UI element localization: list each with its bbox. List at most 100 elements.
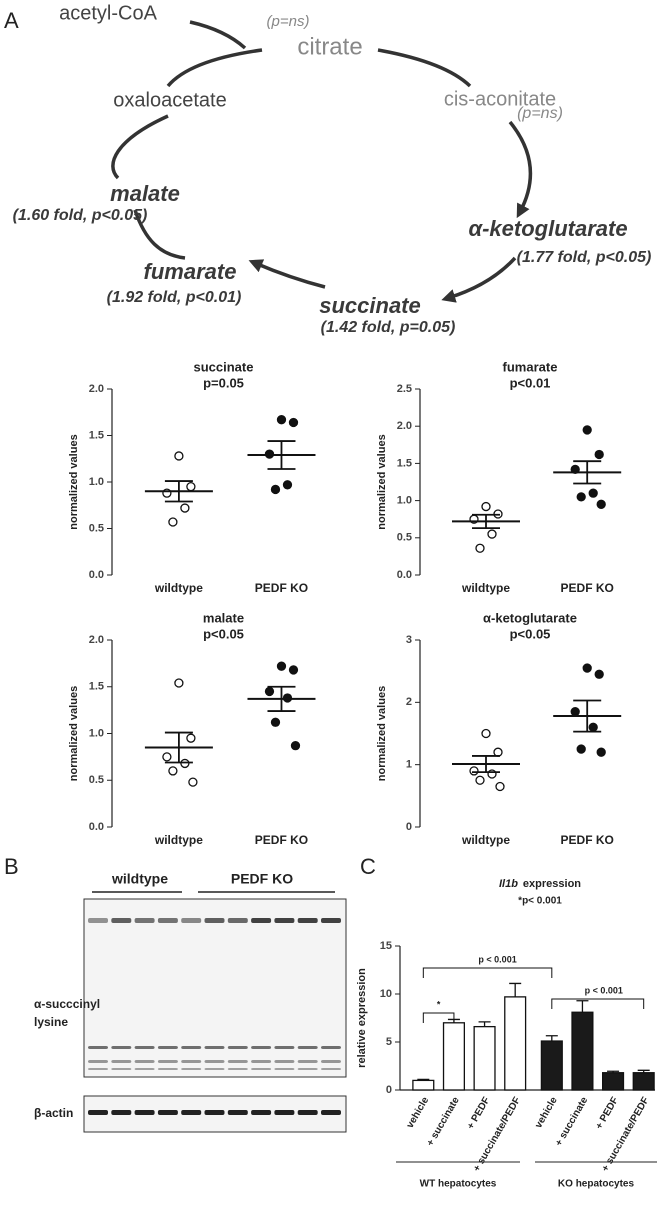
x-tick-label: wildtype [461, 581, 510, 595]
data-point [576, 744, 586, 754]
blot-band [204, 918, 225, 923]
blot-band [297, 1060, 318, 1063]
y-tick-label: 0.0 [89, 821, 104, 833]
error-bar [573, 460, 602, 485]
data-point [186, 733, 196, 743]
data-point [475, 543, 485, 553]
blot-band [181, 1068, 202, 1070]
chart-subtitle: *p< 0.001 [518, 896, 562, 907]
blot-band [111, 918, 132, 923]
blot-band [88, 918, 108, 923]
data-point [174, 678, 184, 688]
y-tick-label: 1.0 [397, 495, 412, 507]
y-axis-label: normalized values [68, 686, 80, 781]
data-point [162, 752, 172, 762]
x-tick-label: PEDF KO [561, 833, 614, 847]
bracket [551, 998, 645, 1009]
y-tick-label: 0.5 [89, 774, 104, 786]
blot-band [181, 1046, 202, 1049]
data-point [288, 665, 299, 675]
blot-band [227, 1068, 248, 1070]
title-text: expression [523, 878, 581, 890]
y-tick-label: 2.5 [397, 383, 412, 395]
blot-band [157, 1068, 178, 1070]
data-point [276, 415, 287, 425]
chart-subtitle: p<0.01 [510, 375, 551, 390]
error-bar [545, 1035, 558, 1042]
data-point [594, 449, 604, 460]
blot-band [204, 1068, 225, 1070]
metabolite: cis-aconitate [444, 88, 556, 110]
data-point [495, 781, 505, 792]
blot-band [88, 1060, 108, 1063]
blot-band [157, 918, 178, 923]
x-tick-label: wildtype [154, 833, 203, 847]
annotation: p < 0.001 [585, 985, 623, 995]
blot-band [88, 1110, 108, 1115]
data-point [570, 707, 580, 717]
chart-subtitle: p<0.05 [203, 626, 244, 641]
chart-subtitle: p=0.05 [203, 375, 244, 390]
note: (1.60 fold, p<0.05) [13, 207, 148, 224]
blot-group: PEDF KO [231, 871, 293, 887]
blot-band [227, 1110, 248, 1115]
data-point [270, 484, 281, 495]
panel-label: A [4, 8, 19, 33]
blot-band [297, 918, 318, 923]
blot-band [157, 1046, 178, 1049]
y-axis-label: normalized values [376, 434, 388, 529]
blot-band [321, 1068, 341, 1070]
y-tick-label: 0 [386, 1084, 392, 1096]
error-bar [417, 1078, 430, 1081]
data-point [162, 488, 172, 498]
chart-title: malate [203, 610, 244, 625]
data-point [270, 717, 281, 727]
blot-band [297, 1068, 318, 1070]
bar [442, 1022, 465, 1091]
blot-band [251, 918, 272, 923]
blot-row-label: β-actin [34, 1106, 73, 1120]
bar [504, 996, 527, 1091]
title-gene: Il1b [499, 878, 518, 890]
bracket [422, 1012, 455, 1023]
western-blot: wildtype PEDF KO α-succcinyl lysine β-ac… [34, 871, 347, 1133]
data-point [481, 501, 491, 512]
y-tick-label: 10 [380, 988, 392, 1000]
blot-band [274, 918, 295, 923]
data-point [582, 663, 592, 673]
x-tick-label: vehicle [533, 1095, 560, 1130]
bar [632, 1072, 655, 1091]
data-point [487, 529, 497, 539]
blot-band [251, 1110, 272, 1115]
blot-group: wildtype [111, 871, 168, 887]
note: (1.42 fold, p=0.05) [321, 319, 456, 336]
blot-band [321, 1060, 341, 1063]
metabolite: oxaloacetate [113, 89, 226, 111]
y-tick-label: 1.0 [89, 476, 104, 488]
data-point [588, 722, 598, 732]
data-point [596, 747, 606, 757]
bar [571, 1011, 594, 1091]
x-tick-label: + PEDF [465, 1095, 492, 1131]
error-bar [267, 440, 296, 470]
error-bar [607, 1070, 620, 1073]
blot-band [111, 1046, 132, 1049]
bar [602, 1072, 625, 1091]
blot-band [227, 1060, 248, 1063]
note: (p=ns) [517, 105, 563, 122]
blot-band [321, 918, 341, 923]
blot-band [274, 1068, 295, 1070]
bar [412, 1079, 435, 1091]
metabolite: acetyl-CoA [59, 2, 157, 24]
blot-band [321, 1046, 341, 1049]
y-tick-label: 2.0 [89, 383, 104, 395]
data-point [290, 741, 301, 751]
blot-band [111, 1110, 132, 1115]
blot-band [88, 1046, 108, 1049]
data-point [588, 488, 598, 498]
data-point [180, 503, 190, 513]
y-axis-label: relative expression [356, 968, 368, 1068]
data-point [487, 769, 497, 779]
y-tick-label: 2.0 [89, 634, 104, 646]
blot-band [111, 1060, 132, 1063]
